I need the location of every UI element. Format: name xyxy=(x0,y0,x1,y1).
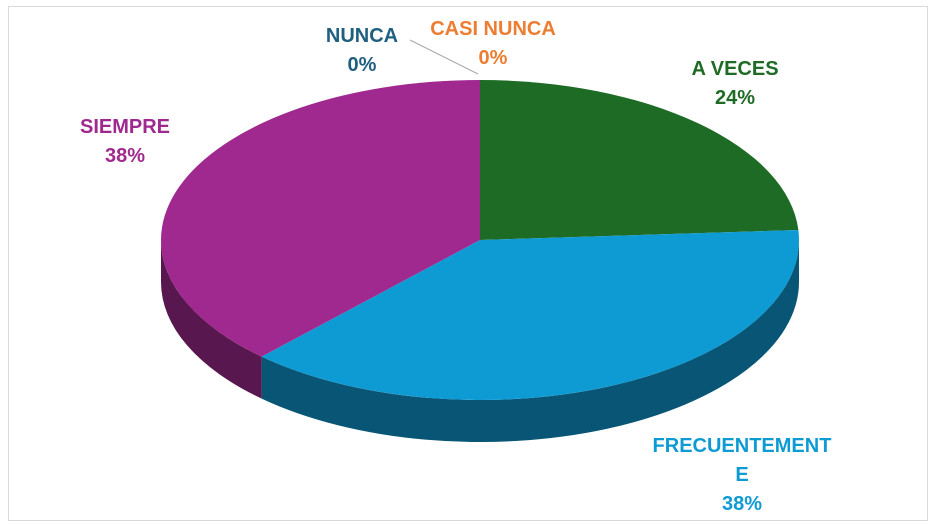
category-label: FRECUENTEMENTE xyxy=(652,435,832,486)
data-label: SIEMPRE 38% xyxy=(45,113,205,171)
category-label: SIEMPRE xyxy=(79,116,171,138)
leader-line xyxy=(409,39,479,75)
value-label: 38% xyxy=(721,493,763,515)
category-label: A VECES xyxy=(691,58,779,80)
pie-side xyxy=(161,240,262,399)
pie-slice xyxy=(261,229,799,401)
value-label: 0% xyxy=(478,47,508,69)
pie-slice xyxy=(480,80,799,240)
category-label: CASI NUNCA xyxy=(430,18,556,40)
value-label: 0% xyxy=(347,54,377,76)
data-label: FRECUENTEMENTE 38% xyxy=(652,432,832,519)
pie-side xyxy=(261,240,799,442)
data-label: NUNCA 0% xyxy=(302,22,422,80)
value-label: 38% xyxy=(104,145,146,167)
value-label: 24% xyxy=(714,87,756,109)
data-label: A VECES 24% xyxy=(655,55,815,113)
category-label: NUNCA xyxy=(325,25,399,47)
chart-frame xyxy=(8,6,928,521)
pie-slice xyxy=(161,80,480,357)
data-label: CASI NUNCA 0% xyxy=(413,15,573,73)
